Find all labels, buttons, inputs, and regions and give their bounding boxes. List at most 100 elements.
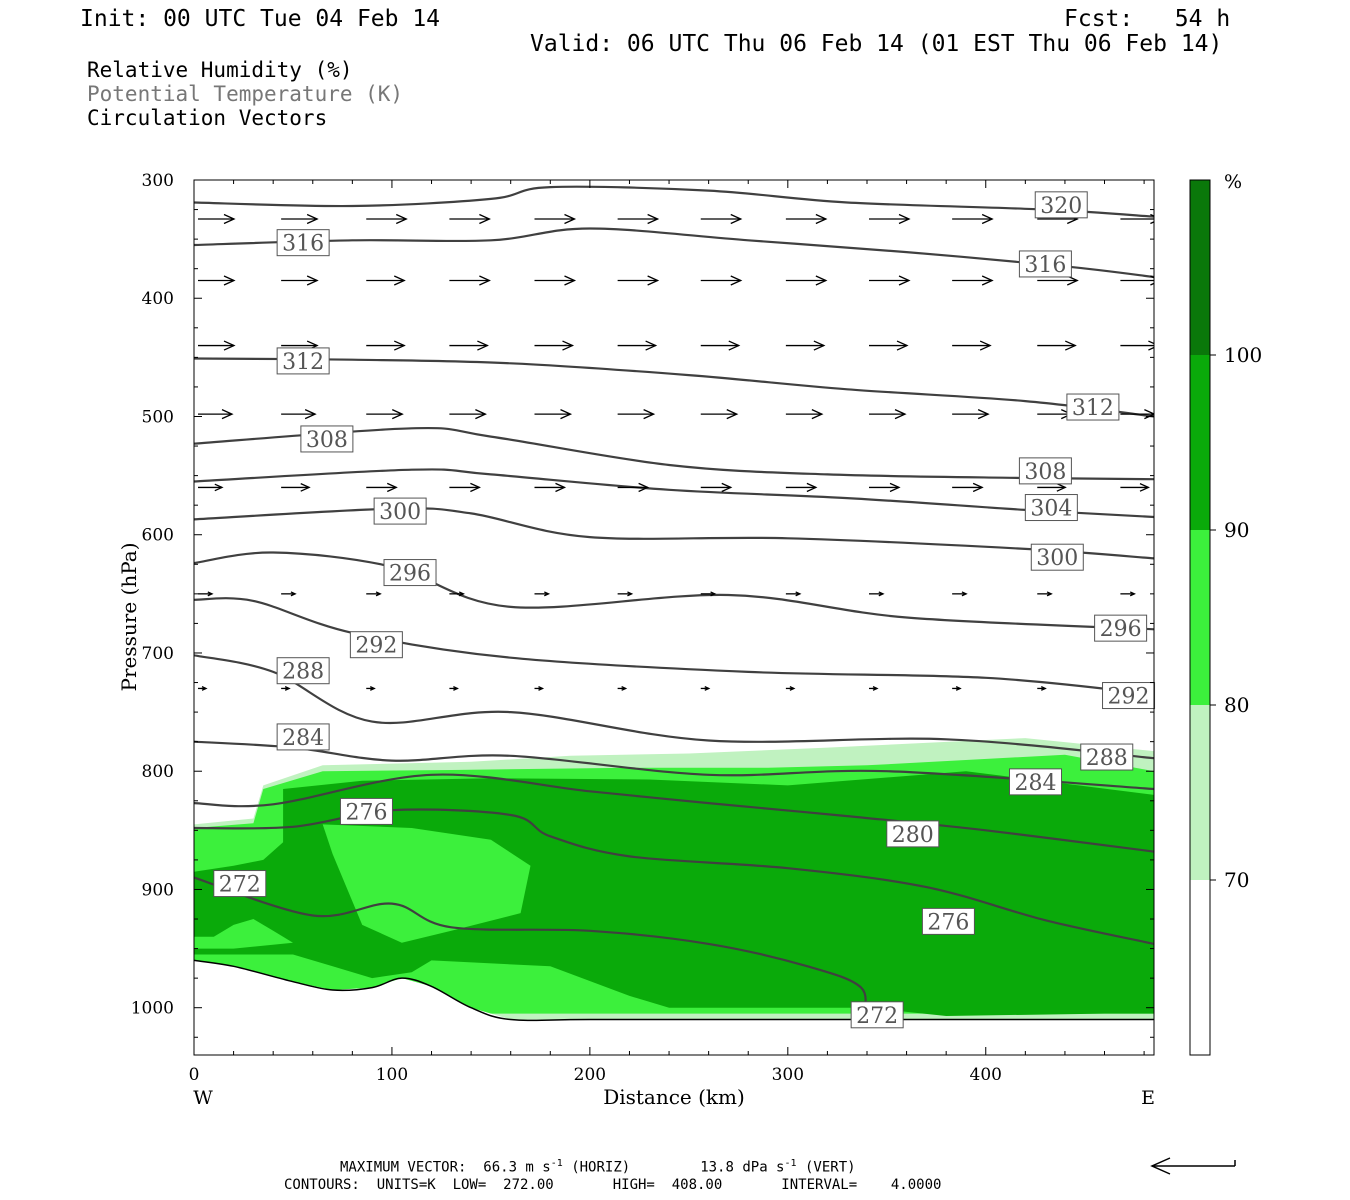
vector-head [564,213,577,225]
circulation-vector [785,213,828,225]
vector-head [730,213,743,225]
unit-superscript: -1 [550,1158,563,1169]
circulation-vector [1037,686,1047,691]
circulation-vector [366,409,404,420]
field-circulation-vectors: Circulation Vectors [87,106,328,130]
contour-label: 316 [282,232,324,257]
circulation-vector [366,340,406,351]
circulation-vector [198,686,208,691]
terrain-mask [194,960,1154,1055]
vector-head [475,409,487,420]
contour-label: 312 [282,350,324,375]
circulation-vector [449,409,487,420]
contour-label: 316 [1024,253,1066,278]
contour-label: 272 [856,1004,898,1029]
vector-head [306,213,319,225]
circulation-vector [617,409,656,420]
circulation-vector [449,591,465,597]
vector-head [386,482,398,493]
contour-label-box [1018,457,1072,485]
circulation-vector [534,275,577,286]
vector-head [815,213,828,225]
forecast-hour: Fcst: 54 h [1064,6,1231,32]
vector-head [894,409,907,420]
vector-head [304,409,317,420]
contour-label: 300 [379,500,421,525]
init-time: Init: 00 UTC Tue 04 Feb 14 [80,6,441,32]
contour-label: 296 [389,562,431,587]
y-tick-label: 500 [142,407,174,427]
field-potential-temperature: Potential Temperature (K) [87,82,404,106]
circulation-vector [700,409,739,420]
theta-contour-280 [194,773,1154,853]
contour-label-box [339,797,393,825]
circulation-vector [1120,483,1150,492]
colorbar-segment [1190,880,1210,1055]
theta-contour-320 [194,185,1154,218]
vector-head [813,340,826,351]
circulation-vector [785,482,818,493]
contour-label-box [921,907,975,935]
circulation-vector [1120,409,1154,420]
y-tick-label: 700 [142,644,174,664]
vector-head [795,591,802,597]
vector-head [815,275,828,286]
field-relative-humidity: Relative Humidity (%) [87,58,353,82]
circulation-vector [869,275,911,286]
circulation-vector [869,340,909,351]
contour-label: 296 [1100,617,1142,642]
vector-head [647,275,660,286]
vector-head [300,483,311,492]
vector-head [872,686,879,691]
x-tick-label: 200 [574,1065,606,1085]
vector-head [214,483,224,492]
vector-head [1040,686,1047,691]
circulation-vector [700,591,717,597]
vector-head [889,482,901,493]
circulation-vector [198,340,236,351]
colorbar-tick-label: 80 [1224,693,1249,717]
contour-label-box [1066,393,1120,421]
vector-head [977,409,990,420]
circulation-vector [198,275,236,286]
circulation-vector [869,213,911,225]
circulation-vector [700,340,741,351]
contour-label: 288 [1086,746,1128,771]
vector-head [710,591,717,597]
circulation-vector [534,686,545,691]
circulation-vector [869,686,879,691]
contour-label: 300 [1036,546,1078,571]
contour-label-box [1030,543,1084,571]
circulation-vector [366,482,398,493]
circulation-vector [534,340,575,351]
circulation-vector [952,340,992,351]
colorbar-tick-label: 70 [1224,868,1249,892]
vector-head [290,591,297,597]
vector-head [393,340,406,351]
contour-label-box [349,631,403,659]
vector-head [223,275,236,286]
circulation-vector [1120,591,1136,597]
contour-label-box [1080,743,1134,771]
vector-head [981,275,994,286]
theta-contour-296 [194,551,1154,631]
x-tick-label: 0 [189,1065,200,1085]
theta-contour-292 [194,597,1154,696]
circulation-vector [1120,340,1154,351]
x-tick-label: 300 [772,1065,804,1085]
vector-head [1144,409,1154,420]
vector-head [221,409,234,420]
contour-label-box [276,229,330,257]
circulation-vector [534,482,567,493]
colorbar-segment [1190,530,1210,705]
circulation-vector [449,482,481,493]
circulation-vector [449,686,459,691]
rh-region-80 [194,919,293,949]
max-vector-horiz-value: MAXIMUM VECTOR: 66.3 m s [340,1159,551,1176]
vector-head [284,686,291,691]
vector-head [878,591,885,597]
reference-vector-arrow [1150,1157,1236,1175]
circulation-vector [617,275,660,286]
max-vector-vert-value: 13.8 dPa s [700,1159,785,1176]
circulation-vector [198,409,234,420]
